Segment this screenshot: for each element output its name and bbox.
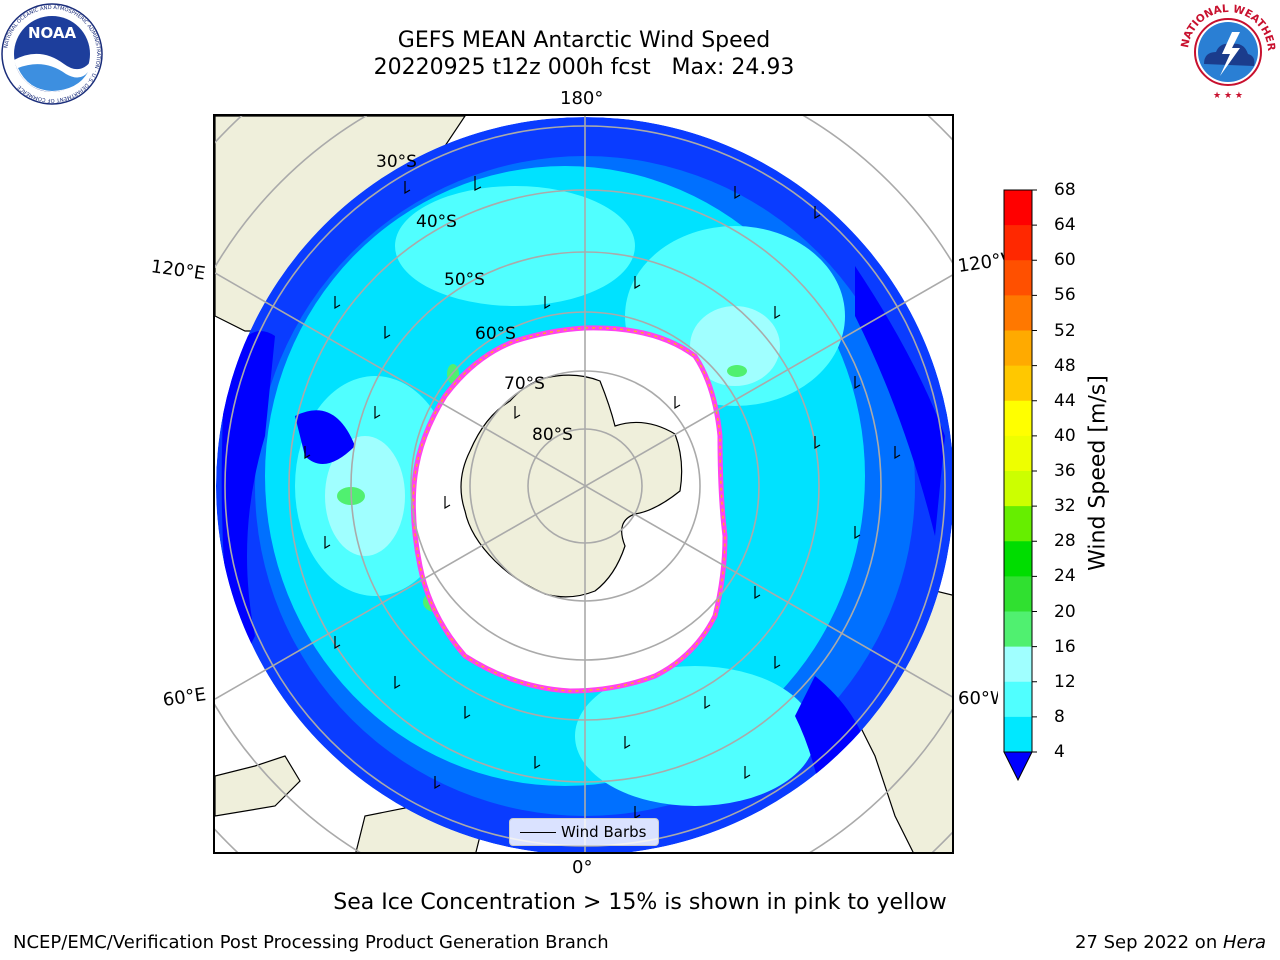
lat-label-60s: 60°S [475, 324, 516, 344]
lat-label-80s: 80°S [532, 425, 573, 445]
colorbar-tick-label: 56 [1054, 285, 1076, 306]
colorbar-bin [1004, 541, 1032, 577]
colorbar-tick-label: 16 [1054, 636, 1076, 657]
lon-label-180: 180° [560, 88, 604, 109]
colorbar [1003, 189, 1037, 782]
colorbar-tick-label: 68 [1054, 180, 1076, 200]
polar-map [213, 114, 954, 854]
colorbar-tick-label: 44 [1054, 390, 1076, 411]
legend-line-icon [520, 832, 556, 833]
colorbar-bin [1004, 330, 1032, 367]
colorbar-bin [1004, 295, 1032, 331]
colorbar-tick-label: 36 [1054, 461, 1076, 481]
map-canvas [215, 116, 952, 852]
colorbar-tick-label: 60 [1054, 250, 1076, 271]
noaa-logo: NOAA NATIONAL OCEANIC AND ATMOSPHERIC AD… [1, 3, 103, 105]
colorbar-tick-label: 24 [1054, 566, 1076, 587]
colorbar-tick-label: 64 [1054, 215, 1076, 236]
lat-label-70s: 70°S [504, 374, 545, 394]
legend-label: Wind Barbs [561, 823, 647, 841]
lat-label-50s: 50°S [444, 270, 485, 290]
colorbar-bin [1004, 646, 1032, 683]
colorbar-tick-label: 48 [1054, 355, 1076, 376]
colorbar-bin [1004, 611, 1032, 648]
footer-date: 27 Sep 2022 on Hera [1075, 932, 1266, 953]
colorbar-tick-label: 32 [1054, 496, 1076, 517]
colorbar-bin [1004, 260, 1032, 296]
chart-title: GEFS MEAN Antarctic Wind Speed [397, 28, 771, 53]
footer-system: Hera [1222, 932, 1266, 953]
footer-credit: NCEP/EMC/Verification Post Processing Pr… [13, 932, 609, 953]
colorbar-bin [1004, 716, 1032, 753]
antarctica-landmass [460, 374, 683, 598]
lon-label-60e: 60°E [161, 684, 208, 711]
colorbar-extend-min [1003, 751, 1033, 782]
colorbar-bin [1004, 471, 1032, 507]
colorbar-bin [1004, 681, 1032, 718]
colorbar-bin [1004, 190, 1032, 226]
colorbar-label: Wind Speed [m/s] [1085, 375, 1111, 571]
noaa-logo-text: NOAA [28, 24, 77, 42]
graticule [215, 116, 952, 852]
nws-logo: NATIONAL WEATHER SERVICE ★ ★ ★ [1176, 2, 1277, 101]
colorbar-tick-label: 8 [1054, 706, 1065, 727]
colorbar-bin [1004, 576, 1032, 612]
wind-barbs [304, 176, 901, 820]
colorbar-tick-label: 40 [1054, 425, 1076, 446]
colorbar-bin [1004, 435, 1032, 472]
footer-date-text: 27 Sep 2022 on [1075, 932, 1223, 953]
svg-text:★ ★ ★: ★ ★ ★ [1213, 91, 1243, 101]
lat-label-40s: 40°S [416, 212, 457, 232]
sea-ice-note: Sea Ice Concentration > 15% is shown in … [333, 890, 947, 915]
map-legend: Wind Barbs [509, 818, 659, 846]
colorbar-tick-label: 20 [1054, 601, 1076, 622]
colorbar-tick-label: 12 [1054, 671, 1076, 692]
colorbar-tick-label: 4 [1054, 742, 1065, 762]
colorbar-bin [1004, 365, 1032, 402]
chart-subtitle: 20220925 t12z 000h fcst Max: 24.93 [373, 55, 795, 80]
colorbar-bin [1004, 506, 1032, 542]
colorbar-bin [1004, 400, 1032, 437]
colorbar-tick-label: 52 [1054, 320, 1076, 341]
colorbar-tick-label: 28 [1054, 531, 1076, 552]
colorbar-bin [1004, 225, 1032, 261]
lat-label-30s: 30°S [376, 152, 417, 172]
lon-label-0: 0° [572, 857, 593, 878]
lon-label-60w: 60°W [958, 688, 998, 709]
lon-label-120e: 120°E [149, 256, 207, 285]
